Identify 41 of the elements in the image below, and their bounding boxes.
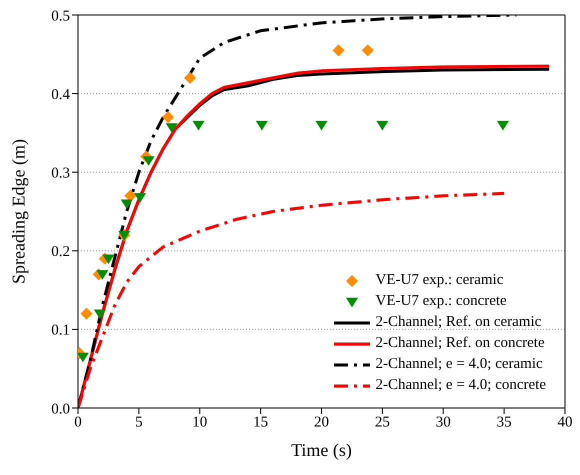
point	[134, 193, 146, 203]
x-tick-label: 30	[436, 414, 451, 431]
y-tick-label: 0.5	[51, 8, 70, 24]
point	[316, 120, 328, 130]
point	[332, 44, 345, 56]
point	[162, 111, 174, 124]
point	[80, 308, 93, 320]
legend-label: VE-U7 exp.: ceramic	[376, 272, 504, 289]
x-tick-label: 5	[135, 414, 143, 431]
y-tick-label: 0.2	[51, 244, 70, 260]
y-tick-label: 0.0	[51, 401, 70, 418]
y-axis-title: Spreading Edge (m)	[8, 139, 28, 284]
point	[166, 123, 178, 133]
point	[94, 309, 106, 320]
x-tick-label: 40	[558, 414, 572, 431]
x-tick-label: 20	[314, 414, 329, 431]
point	[376, 120, 388, 130]
point	[96, 270, 108, 280]
point	[142, 156, 155, 166]
x-tick-label: 25	[374, 414, 390, 431]
y-tick-label: 0.3	[51, 166, 70, 182]
y-tick-label: 0.1	[51, 322, 70, 339]
legend-label: 2-Channel; e = 4.0; ceramic	[376, 356, 543, 373]
legend-label: 2-Channel; Ref. on concrete	[376, 335, 545, 352]
point	[120, 199, 133, 210]
point	[496, 120, 509, 130]
point	[192, 120, 205, 130]
point	[362, 44, 374, 56]
x-tick-label: 35	[496, 414, 512, 431]
point	[102, 254, 114, 264]
y-tick-label: 0.4	[51, 86, 70, 103]
x-tick-label: 10	[192, 414, 208, 431]
x-tick-label: 0	[74, 414, 82, 431]
legend-label: 2-Channel; e = 4.0; concrete	[376, 377, 546, 394]
x-axis-title: Time (s)	[291, 440, 352, 460]
legend-label: 2-Channel; Ref. on ceramic	[376, 314, 542, 331]
legend-label: VE-U7 exp.: concrete	[376, 293, 507, 310]
point	[78, 352, 89, 362]
point	[184, 72, 196, 84]
point	[256, 120, 268, 130]
x-tick-label: 15	[253, 414, 268, 431]
